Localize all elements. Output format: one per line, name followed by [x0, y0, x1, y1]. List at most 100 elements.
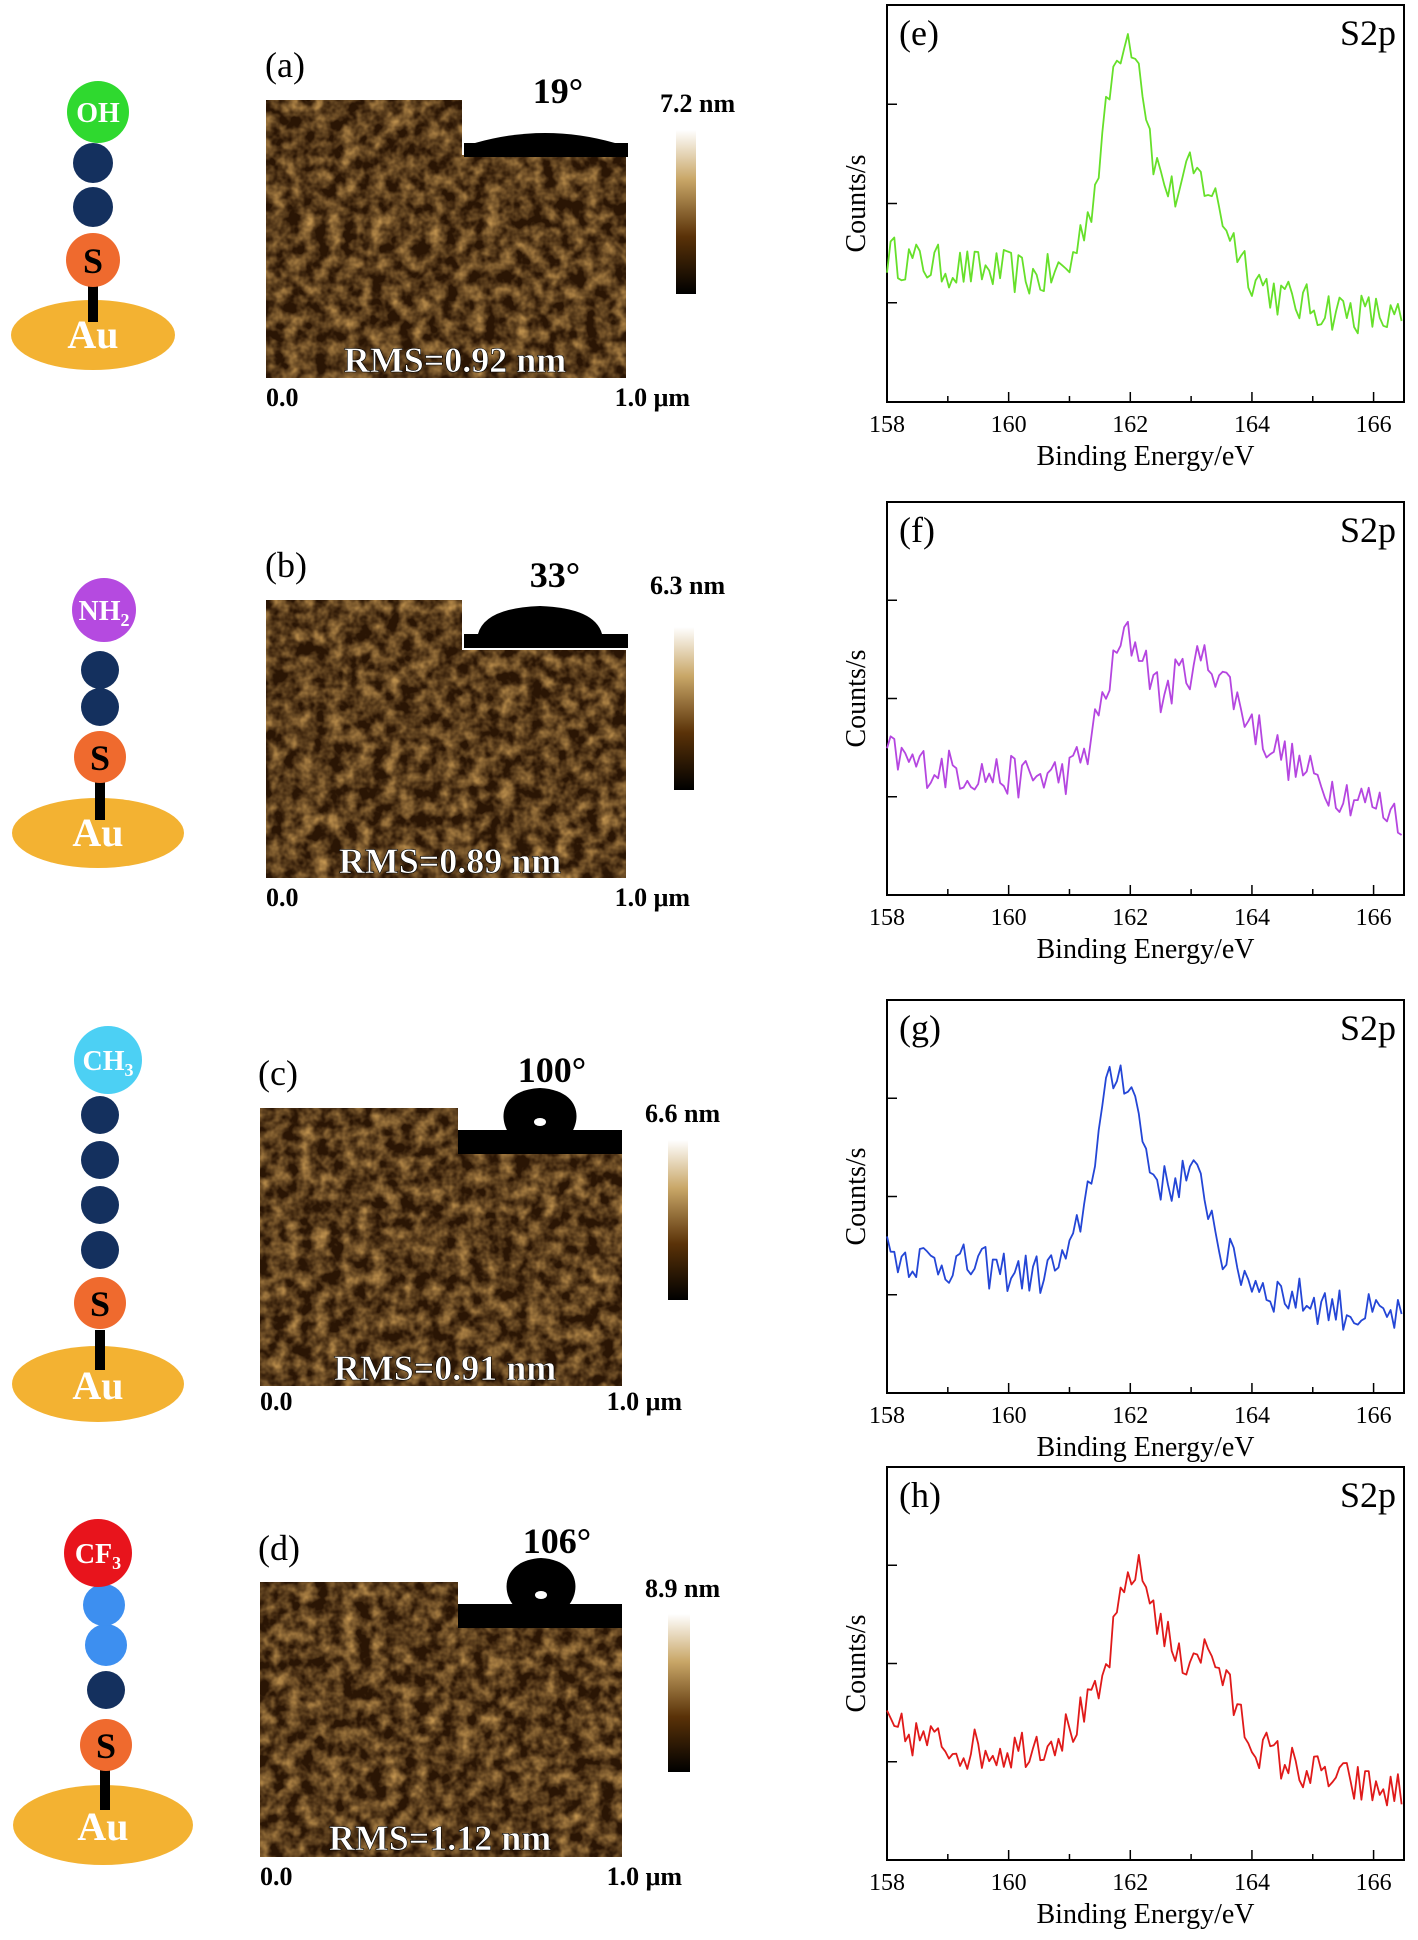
x-axis-start: 0.0	[266, 883, 299, 912]
sulfur-label: S	[90, 738, 110, 778]
chain-bead	[83, 1584, 125, 1626]
height-colorbar	[668, 1140, 688, 1300]
x-axis-start: 0.0	[266, 383, 299, 412]
anchor-bond	[95, 780, 105, 820]
spectrum-line	[887, 34, 1402, 333]
rms-value: RMS=0.92 nm	[344, 340, 567, 380]
height-scale-max: 6.6 nm	[645, 1099, 720, 1128]
chain-bead	[81, 688, 119, 726]
plot-frame	[887, 1467, 1404, 1860]
row-3: Au S CH3 (c) 100° RMS=0.91 nm 0.0 1.0 μm…	[12, 1026, 720, 1422]
chart-title: S2p	[1340, 13, 1396, 53]
droplet-substrate	[464, 634, 628, 648]
contact-angle-value: 19°	[533, 71, 583, 111]
panel-label: (e)	[899, 13, 939, 53]
afm-panel-3: (c) 100° RMS=0.91 nm 0.0 1.0 μm 6.6 nm	[256, 1042, 720, 1416]
spectrum-line	[887, 1555, 1402, 1806]
y-axis-label: Counts/s	[841, 154, 872, 252]
droplet-highlight	[535, 1591, 547, 1599]
x-tick-label: 158	[869, 905, 905, 931]
panel-label: (g)	[899, 1008, 941, 1048]
droplet-substrate	[458, 1604, 622, 1628]
droplet-highlight	[534, 1118, 546, 1126]
x-tick-label: 158	[869, 1403, 905, 1429]
height-scale-max: 8.9 nm	[645, 1574, 720, 1603]
sulfur-label: S	[83, 241, 103, 281]
spectrum-line	[887, 1065, 1402, 1329]
contact-angle-value: 100°	[518, 1050, 586, 1090]
chain-bead	[81, 651, 119, 689]
panel-label: (h)	[899, 1475, 941, 1515]
row-2: Au S NH2 (b) 33° RMS=0.89 nm 0.0 1.0 μm …	[12, 535, 725, 912]
contact-angle-value: 106°	[523, 1521, 591, 1561]
chain-bead	[85, 1624, 127, 1666]
droplet-substrate	[458, 1130, 622, 1154]
chain-bead	[81, 1231, 119, 1269]
x-axis-end: 1.0 μm	[615, 883, 691, 912]
panel-label: (b)	[265, 545, 307, 585]
afm-panel-2: (b) 33° RMS=0.89 nm 0.0 1.0 μm 6.3 nm	[262, 535, 725, 912]
anchor-bond	[100, 1770, 110, 1810]
x-tick-label: 162	[1112, 1870, 1148, 1896]
x-axis-label: Binding Energy/eV	[1036, 934, 1254, 965]
sulfur-label: S	[96, 1726, 116, 1766]
height-scale-max: 6.3 nm	[650, 571, 725, 600]
x-tick-label: 164	[1234, 1403, 1270, 1429]
rms-value: RMS=0.91 nm	[334, 1348, 557, 1388]
x-axis-end: 1.0 μm	[607, 1387, 683, 1416]
row-4: Au S CF3 (d) 106° RMS=1.12 nm 0.0 1.0 μm…	[13, 1515, 720, 1891]
x-axis-start: 0.0	[260, 1387, 293, 1416]
molecule-schematic-3: Au S CH3	[12, 1026, 184, 1422]
x-axis-end: 1.0 μm	[607, 1862, 683, 1891]
height-scale-max: 7.2 nm	[660, 89, 735, 118]
panel-label: (c)	[258, 1053, 298, 1093]
x-axis-label: Binding Energy/eV	[1036, 1899, 1254, 1930]
x-axis-end: 1.0 μm	[615, 383, 691, 412]
chart-title: S2p	[1340, 1008, 1396, 1048]
x-tick-label: 160	[991, 412, 1027, 438]
x-tick-label: 162	[1112, 905, 1148, 931]
x-axis-label: Binding Energy/eV	[1036, 1432, 1254, 1463]
x-tick-label: 164	[1234, 1870, 1270, 1896]
x-tick-label: 160	[991, 1403, 1027, 1429]
x-tick-label: 166	[1356, 412, 1392, 438]
afm-panel-1: (a) 19° RMS=0.92 nm 0.0 1.0 μm 7.2 nm	[262, 38, 735, 412]
chart-title: S2p	[1340, 510, 1396, 550]
plot-frame	[887, 1000, 1404, 1393]
row-1: Au S OH (a) 19° RMS=0.92 nm 0.0 1.0 μm 7…	[11, 38, 735, 412]
panel-label: (f)	[899, 510, 935, 550]
head-group-label: OH	[76, 98, 120, 129]
chain-bead	[81, 1141, 119, 1179]
x-tick-label: 166	[1356, 905, 1392, 931]
x-tick-label: 160	[991, 905, 1027, 931]
x-tick-label: 162	[1112, 1403, 1148, 1429]
height-colorbar	[674, 627, 694, 790]
x-tick-label: 166	[1356, 1870, 1392, 1896]
y-axis-label: Counts/s	[841, 1147, 872, 1245]
droplet-substrate	[464, 143, 628, 157]
chain-bead	[87, 1671, 125, 1709]
height-colorbar	[668, 1614, 690, 1772]
substrate-label: Au	[77, 1804, 128, 1849]
anchor-bond	[95, 1330, 105, 1370]
sulfur-label: S	[90, 1284, 110, 1324]
height-colorbar	[676, 130, 696, 294]
plot-frame	[887, 502, 1404, 895]
molecule-schematic-4: Au S CF3	[13, 1519, 193, 1865]
chain-bead	[81, 1186, 119, 1224]
chart-title: S2p	[1340, 1475, 1396, 1515]
molecule-schematic-2: Au S NH2	[12, 578, 184, 868]
x-tick-label: 164	[1234, 412, 1270, 438]
x-tick-label: 158	[869, 412, 905, 438]
plot-frame	[887, 5, 1404, 402]
rms-value: RMS=1.12 nm	[329, 1818, 552, 1858]
spectrum-line	[887, 622, 1402, 835]
chain-bead	[73, 187, 113, 227]
panel-label: (d)	[258, 1528, 300, 1568]
y-axis-label: Counts/s	[841, 649, 872, 747]
